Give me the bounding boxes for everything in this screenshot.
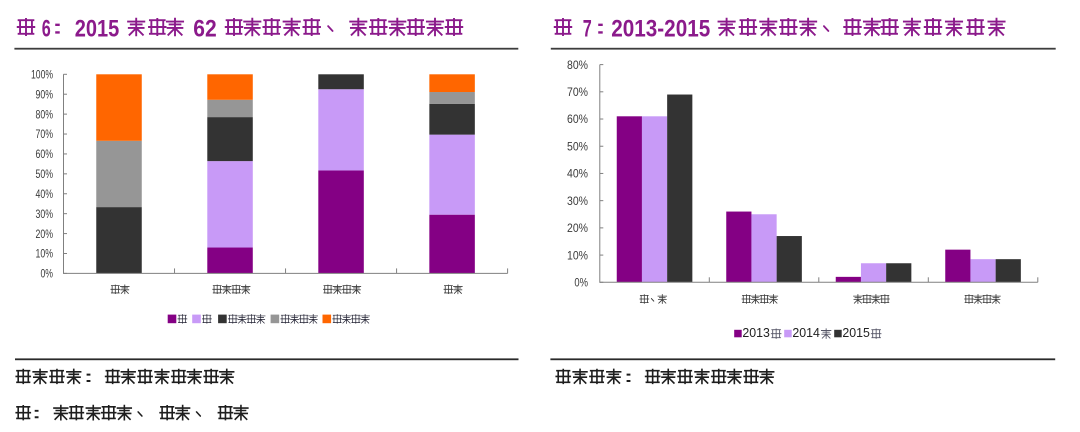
svg-text:50%: 50%: [36, 167, 54, 181]
svg-text:50%: 50%: [567, 139, 588, 153]
svg-text:30%: 30%: [567, 194, 588, 208]
svg-text:2013: 2013: [742, 326, 770, 340]
svg-text:62: 62: [193, 15, 216, 42]
svg-text:2014: 2014: [792, 326, 820, 340]
svg-text:70%: 70%: [567, 85, 588, 99]
svg-text:0%: 0%: [574, 276, 588, 290]
svg-text:100%: 100%: [31, 68, 53, 82]
svg-text:7: 7: [583, 15, 592, 42]
svg-text:20%: 20%: [36, 227, 54, 241]
svg-text:10%: 10%: [567, 248, 588, 262]
svg-text:60%: 60%: [567, 112, 588, 126]
svg-text:20%: 20%: [567, 221, 588, 235]
svg-text:60%: 60%: [36, 147, 54, 161]
svg-text:40%: 40%: [36, 187, 54, 201]
svg-text:6: 6: [42, 15, 51, 42]
svg-text:90%: 90%: [36, 87, 54, 101]
svg-text:80%: 80%: [36, 107, 54, 121]
svg-text:40%: 40%: [567, 167, 588, 181]
svg-text:30%: 30%: [36, 207, 54, 221]
svg-text:0%: 0%: [41, 267, 54, 281]
svg-text:2013-2015: 2013-2015: [611, 15, 710, 42]
svg-text:10%: 10%: [36, 247, 54, 261]
svg-text:80%: 80%: [567, 58, 588, 72]
svg-text:2015: 2015: [75, 15, 120, 42]
svg-text:70%: 70%: [36, 127, 54, 141]
svg-text:2015: 2015: [842, 326, 870, 340]
